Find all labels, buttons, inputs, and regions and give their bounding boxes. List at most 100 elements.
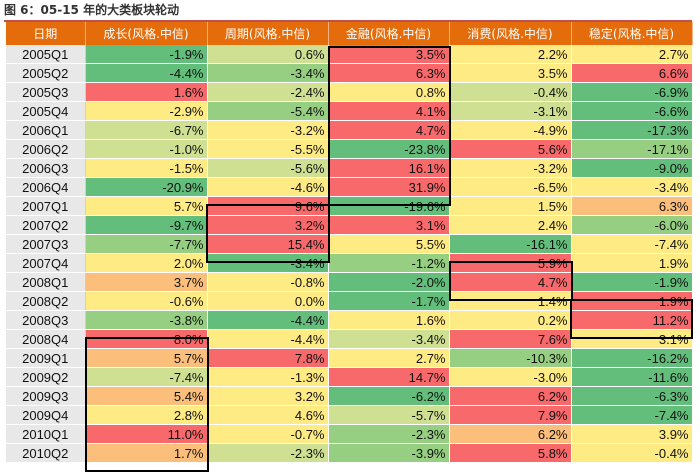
consumer-value-cell: -3.2% [449,158,572,178]
growth-value-cell: 5.4% [85,386,208,406]
growth-value-cell: -0.6% [85,291,208,311]
growth-value-cell: -7.4% [85,367,208,387]
consumer-value-cell: 6.2% [449,386,572,406]
growth-value-cell: 1.7% [85,443,208,463]
stable-value-cell: -7.4% [571,234,693,254]
stable-value-cell: -6.6% [571,101,693,121]
date-cell: 2009Q3 [6,386,86,406]
stable-value-cell: 6.3% [571,196,693,216]
financial-value-cell: -2.3% [328,424,450,444]
cyclical-value-cell: -3.4% [207,63,329,83]
growth-value-cell: 5.7% [85,196,208,216]
table-row: 2010Q2 1.7% -2.3% -3.9% 5.8% -0.4% [6,443,693,463]
stable-value-cell: -11.6% [571,367,693,387]
consumer-value-cell: 2.4% [449,215,572,235]
cyclical-value-cell: 3.2% [207,215,329,235]
date-cell: 2010Q1 [6,424,86,444]
growth-value-cell: -1.5% [85,158,208,178]
consumer-value-cell: 4.7% [449,272,572,292]
figure-caption: 图 6：05-15 年的大类板块轮动 [4,3,180,17]
consumer-value-cell: 1.5% [449,196,572,216]
growth-value-cell: -1.0% [85,139,208,159]
date-cell: 2006Q3 [6,158,86,178]
table-row: 2006Q3 -1.5% -5.6% 16.1% -3.2% -9.0% [6,158,693,178]
stable-value-cell: -6.9% [571,82,693,102]
date-cell: 2009Q4 [6,405,86,425]
financial-value-cell: 6.3% [328,63,450,83]
growth-value-cell: 3.7% [85,272,208,292]
financial-value-cell: 31.9% [328,177,450,197]
table-row: 2005Q4 -2.9% -5.4% 4.1% -3.1% -6.6% [6,101,693,121]
stable-value-cell: -6.3% [571,386,693,406]
header-row: 日期 成长(风格.中信) 周期(风格.中信) 金融(风格.中信) 消费(风格.中… [6,22,693,45]
date-cell: 2007Q2 [6,215,86,235]
growth-value-cell: 11.0% [85,424,208,444]
cyclical-value-cell: -5.5% [207,139,329,159]
financial-value-cell: -2.0% [328,272,450,292]
growth-value-cell: -20.9% [85,177,208,197]
cyclical-value-cell: -5.6% [207,158,329,178]
table-row: 2006Q1 -6.7% -3.2% 4.7% -4.9% -17.3% [6,120,693,140]
growth-value-cell: 5.7% [85,348,208,368]
cyclical-value-cell: -3.2% [207,120,329,140]
consumer-value-cell: 5.9% [449,253,572,273]
consumer-value-cell: 5.6% [449,139,572,159]
stable-value-cell: 2.7% [571,45,693,64]
financial-value-cell: 2.7% [328,348,450,368]
cyclical-value-cell: 3.2% [207,386,329,406]
consumer-value-cell: 5.8% [449,443,572,463]
date-cell: 2007Q1 [6,196,86,216]
stable-value-cell: 3.1% [571,329,693,349]
table-row: 2009Q3 5.4% 3.2% -6.2% 6.2% -6.3% [6,386,693,406]
stable-value-cell: -3.4% [571,177,693,197]
growth-value-cell: 2.8% [85,405,208,425]
col-header-financial: 金融(风格.中信) [328,22,450,45]
table-row: 2008Q1 3.7% -0.8% -2.0% 4.7% -1.9% [6,272,693,292]
col-header-consumer: 消费(风格.中信) [449,22,572,45]
growth-value-cell: -2.9% [85,101,208,121]
cyclical-value-cell: 15.4% [207,234,329,254]
stable-value-cell: -9.0% [571,158,693,178]
date-cell: 2008Q2 [6,291,86,311]
stable-value-cell: 1.9% [571,253,693,273]
date-cell: 2010Q2 [6,443,86,463]
stable-value-cell: 11.2% [571,310,693,330]
date-cell: 2006Q4 [6,177,86,197]
cyclical-value-cell: -3.4% [207,253,329,273]
date-cell: 2007Q4 [6,253,86,273]
table-row: 2007Q1 5.7% 9.6% -19.6% 1.5% 6.3% [6,196,693,216]
table-row: 2009Q2 -7.4% -1.3% 14.7% -3.0% -11.6% [6,367,693,387]
col-header-cyclical: 周期(风格.中信) [207,22,329,45]
stable-value-cell: -17.3% [571,120,693,140]
cyclical-value-cell: -4.4% [207,310,329,330]
growth-value-cell: -3.8% [85,310,208,330]
financial-value-cell: -3.9% [328,443,450,463]
rotation-table: 日期 成长(风格.中信) 周期(风格.中信) 金融(风格.中信) 消费(风格.中… [6,22,693,463]
cyclical-value-cell: -2.4% [207,82,329,102]
table-row: 2006Q4 -20.9% -4.6% 31.9% -6.5% -3.4% [6,177,693,197]
stable-value-cell: 3.9% [571,424,693,444]
consumer-value-cell: 0.2% [449,310,572,330]
growth-value-cell: 2.0% [85,253,208,273]
cyclical-value-cell: 9.6% [207,196,329,216]
financial-value-cell: -3.4% [328,329,450,349]
financial-value-cell: 16.1% [328,158,450,178]
table-row: 2007Q2 -9.7% 3.2% 3.1% 2.4% -6.0% [6,215,693,235]
table-row: 2005Q1 -1.9% 0.6% 3.5% 2.2% 2.7% [6,45,693,64]
date-cell: 2005Q4 [6,101,86,121]
consumer-value-cell: 7.6% [449,329,572,349]
date-cell: 2009Q1 [6,348,86,368]
cyclical-value-cell: 7.8% [207,348,329,368]
stable-value-cell: -7.4% [571,405,693,425]
date-cell: 2008Q3 [6,310,86,330]
table-row: 2008Q4 8.0% -4.4% -3.4% 7.6% 3.1% [6,329,693,349]
financial-value-cell: 14.7% [328,367,450,387]
stable-value-cell: 1.9% [571,291,693,311]
rotation-table-wrap: 日期 成长(风格.中信) 周期(风格.中信) 金融(风格.中信) 消费(风格.中… [6,22,693,472]
table-row: 2009Q1 5.7% 7.8% 2.7% -10.3% -16.2% [6,348,693,368]
growth-value-cell: -4.4% [85,63,208,83]
consumer-value-cell: -10.3% [449,348,572,368]
financial-value-cell: -6.2% [328,386,450,406]
growth-value-cell: -1.9% [85,45,208,64]
financial-value-cell: -1.7% [328,291,450,311]
